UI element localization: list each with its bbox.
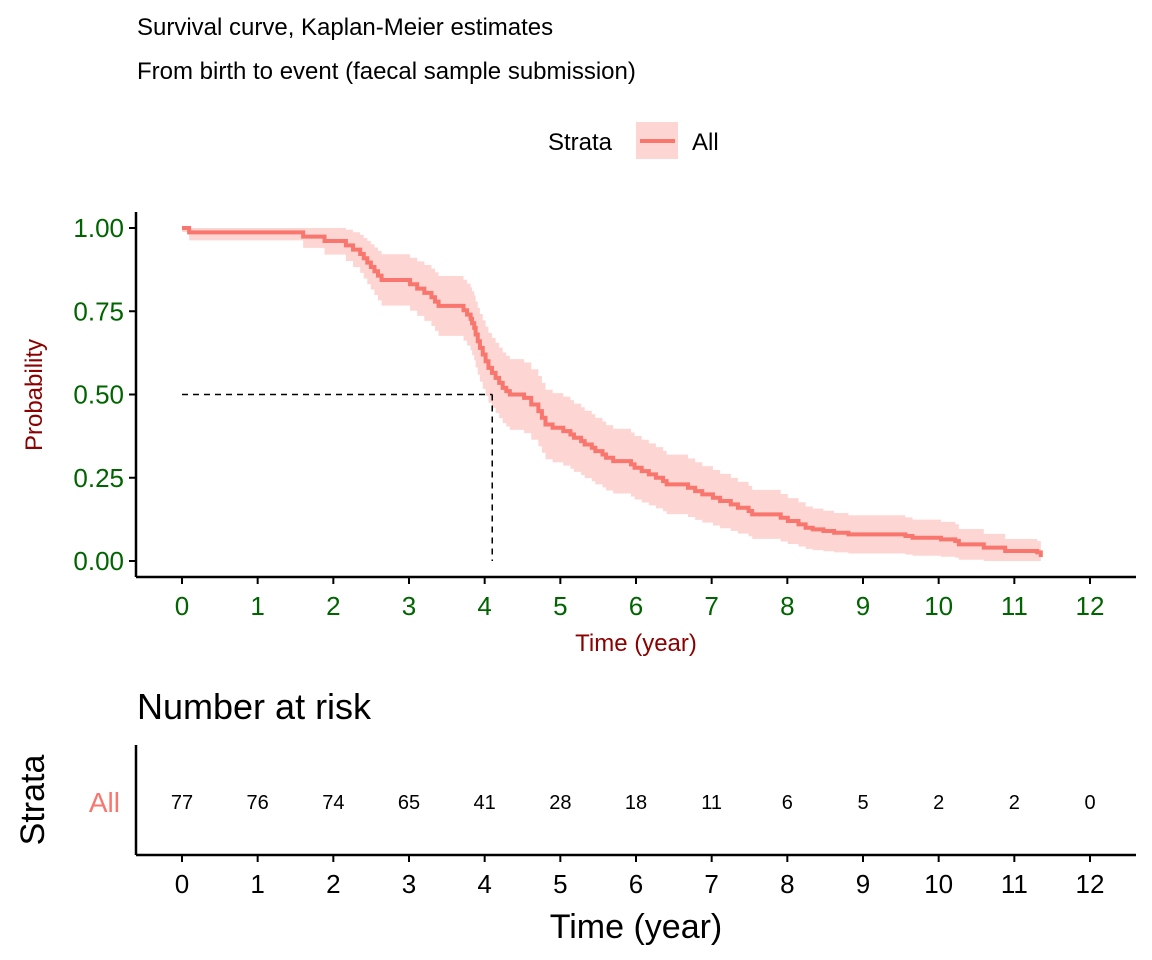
risk-x-tick-label: 11 <box>1001 869 1028 899</box>
main-x-tick-label: 1 <box>250 591 264 621</box>
main-x-tick-label: 8 <box>780 591 794 621</box>
main-x-tick-label: 7 <box>704 591 718 621</box>
confidence-band <box>182 228 1041 561</box>
main-x-tick-label: 6 <box>629 591 643 621</box>
risk-y-axis-title: Strata <box>14 755 52 846</box>
risk-x-tick-label: 4 <box>477 869 491 899</box>
risk-value: 6 <box>782 792 793 814</box>
main-x-tick-label: 9 <box>856 591 870 621</box>
risk-x-tick-label: 5 <box>553 869 567 899</box>
main-y-ticks: 0.00 0.25 0.50 0.75 1.00 <box>73 213 136 576</box>
main-x-ticks: 0 1 2 3 4 5 6 7 8 9 10 11 12 <box>175 577 1105 621</box>
main-x-tick-label: 0 <box>175 591 189 621</box>
chart-subtitle: From birth to event (faecal sample submi… <box>137 58 636 85</box>
risk-value: 0 <box>1084 792 1095 814</box>
main-x-tick-label: 4 <box>477 591 491 621</box>
main-x-tick-label: 5 <box>553 591 567 621</box>
risk-x-tick-label: 8 <box>780 869 794 899</box>
main-y-tick-label: 0.00 <box>73 546 124 576</box>
legend: Strata All <box>548 122 719 159</box>
risk-value: 2 <box>1009 792 1020 814</box>
risk-x-axis-title: Time (year) <box>550 908 723 946</box>
risk-value: 11 <box>701 792 722 814</box>
main-x-tick-label: 11 <box>1001 591 1028 621</box>
legend-title: Strata <box>548 129 613 156</box>
main-y-tick-label: 1.00 <box>73 213 124 243</box>
risk-x-tick-label: 3 <box>402 869 416 899</box>
risk-x-tick-label: 0 <box>175 869 189 899</box>
risk-table: Number at risk All 77 76 74 65 41 28 18 11 6 5 2 2 0… <box>14 686 1136 946</box>
risk-row-label-all: All <box>89 787 120 818</box>
risk-value: 5 <box>857 792 868 814</box>
risk-x-tick-label: 9 <box>856 869 870 899</box>
main-y-axis-title: Probability <box>21 339 48 451</box>
risk-x-tick-label: 6 <box>629 869 643 899</box>
risk-x-tick-label: 1 <box>250 869 264 899</box>
main-x-tick-label: 12 <box>1076 591 1105 621</box>
risk-x-tick-label: 10 <box>924 869 953 899</box>
risk-values: 77 76 74 65 41 28 18 11 6 5 2 2 0 <box>171 792 1096 814</box>
main-y-tick-label: 0.25 <box>73 463 124 493</box>
main-y-tick-label: 0.50 <box>73 380 124 410</box>
risk-value: 77 <box>171 792 193 814</box>
main-x-tick-label: 10 <box>924 591 953 621</box>
main-x-tick-label: 3 <box>402 591 416 621</box>
main-x-tick-label: 2 <box>326 591 340 621</box>
risk-x-tick-label: 7 <box>704 869 718 899</box>
risk-x-ticks: 0 1 2 3 4 5 6 7 8 9 10 11 12 <box>175 855 1105 899</box>
chart-title: Survival curve, Kaplan-Meier estimates <box>137 14 554 41</box>
risk-value: 18 <box>625 792 647 814</box>
risk-value: 28 <box>549 792 571 814</box>
risk-value: 41 <box>474 792 496 814</box>
main-x-axis-title: Time (year) <box>575 630 697 657</box>
risk-value: 74 <box>322 792 344 814</box>
main-y-tick-label: 0.75 <box>73 296 124 326</box>
risk-table-title: Number at risk <box>137 686 372 727</box>
survival-curve <box>182 226 1043 558</box>
risk-value: 2 <box>933 792 944 814</box>
risk-value: 65 <box>398 792 420 814</box>
survival-plot: 0.000.250.500.751.00 0 1 2 3 4 5 6 7 8 9 10 11 12 Ti… <box>21 212 1136 657</box>
legend-label-all: All <box>692 129 719 156</box>
risk-x-tick-label: 12 <box>1076 869 1105 899</box>
risk-x-tick-label: 2 <box>326 869 340 899</box>
risk-value: 76 <box>247 792 269 814</box>
